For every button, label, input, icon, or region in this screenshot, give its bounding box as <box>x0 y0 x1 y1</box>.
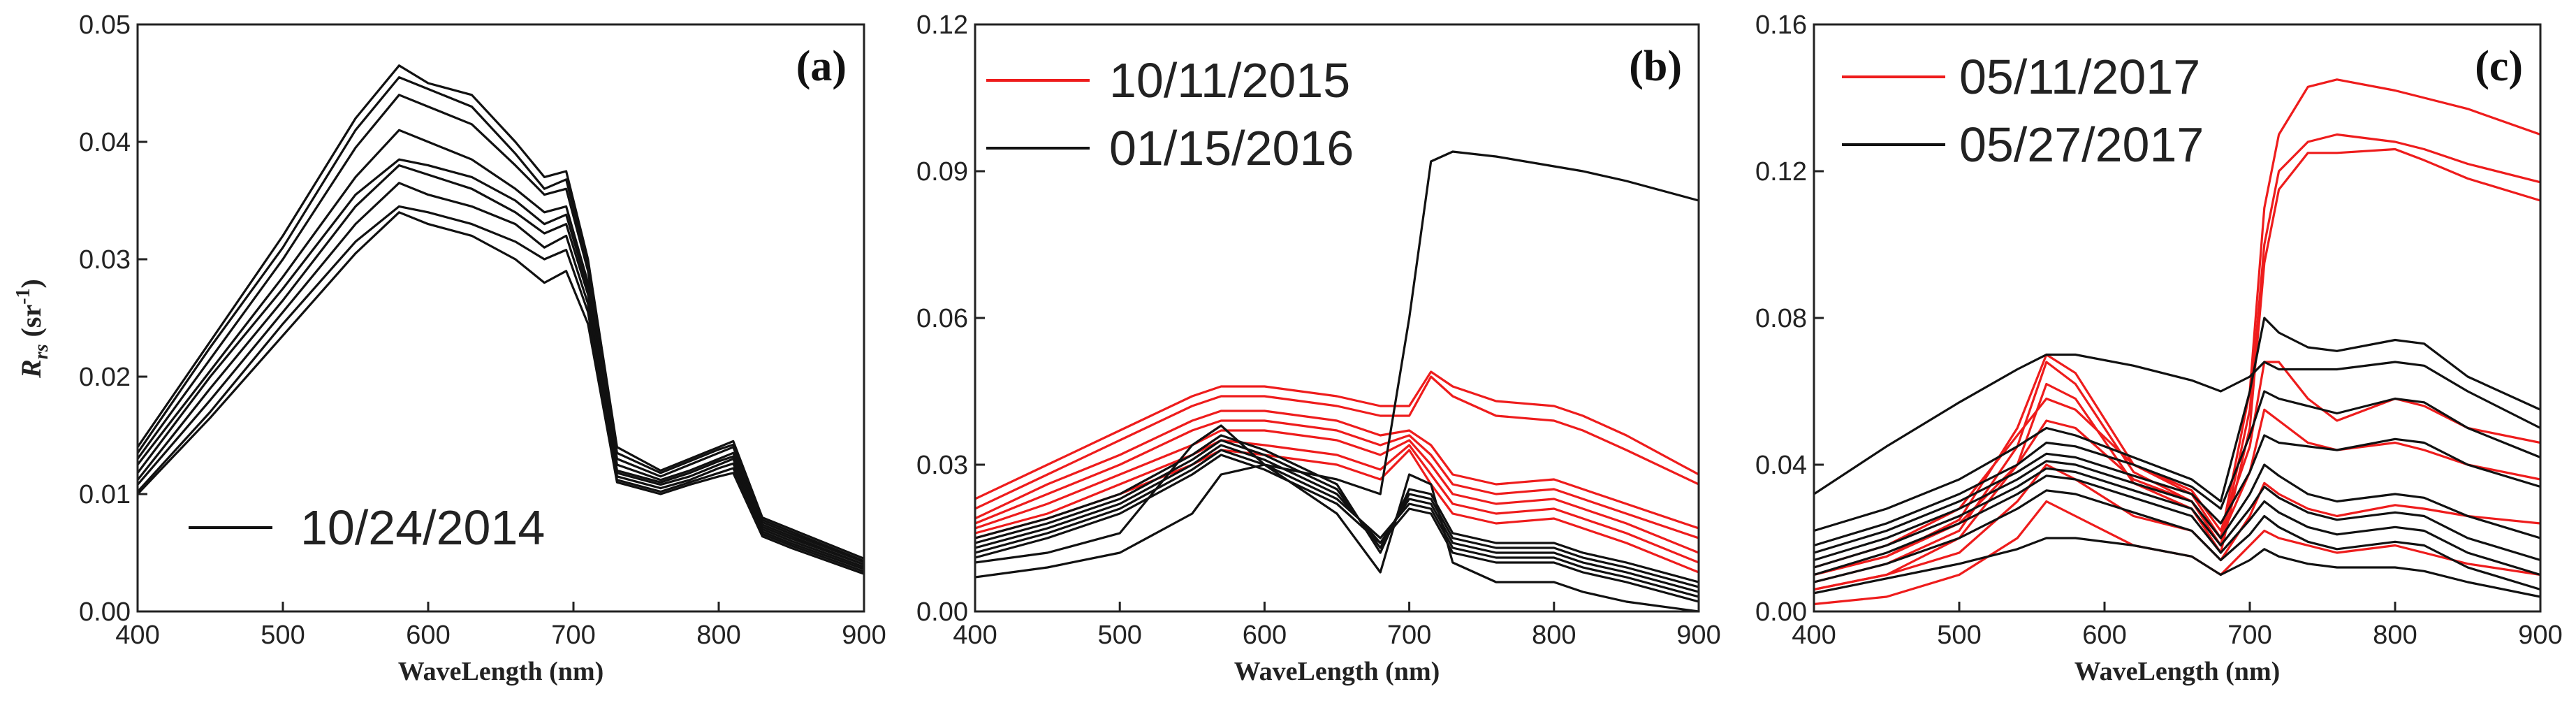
series-line-1 <box>975 375 1699 510</box>
x-tick-label: 400 <box>953 621 997 650</box>
legend-label: 05/27/2017 <box>1959 117 2204 172</box>
series-line-2 <box>975 410 1699 530</box>
series-line-10 <box>1814 434 2540 554</box>
series-line-8 <box>138 211 864 575</box>
chart-panel-a: 400 500 600 700 800 900 0.00 0.01 0.02 0.03 0.04 0.… <box>79 10 886 686</box>
x-tick-label: 800 <box>2373 621 2417 650</box>
y-tick-label: 0.06 <box>916 304 968 333</box>
y-tick-label: 0.00 <box>916 597 968 627</box>
series-line-13 <box>975 424 1699 611</box>
legend-label: 01/15/2016 <box>1109 121 1354 175</box>
y-axis-label-main: R <box>15 359 47 379</box>
plot-frame <box>136 23 865 613</box>
series-group <box>138 64 864 575</box>
series-line-0 <box>138 64 864 560</box>
y-tick-label: 0.12 <box>1755 157 1807 187</box>
x-tick-label: 600 <box>1243 621 1287 650</box>
series-line-6 <box>1814 500 2540 606</box>
series-line-13 <box>1814 474 2540 577</box>
series-line-7 <box>138 205 864 573</box>
series-line-15 <box>1814 537 2540 598</box>
y-tick-label: 0.00 <box>1755 597 1807 627</box>
x-tick-label: 900 <box>2518 621 2562 650</box>
x-tick-label: 700 <box>1387 621 1431 650</box>
series-line-1 <box>138 75 864 563</box>
series-line-11 <box>1814 460 2540 562</box>
series-line-12 <box>975 454 1699 603</box>
series-line-2 <box>138 94 864 564</box>
y-tick-label: 0.05 <box>79 10 131 40</box>
x-tick-label: 700 <box>2227 621 2271 650</box>
y-axis-label-sub: rs <box>31 344 52 359</box>
chart-panel-b: 400 500 600 700 800 900 0.00 0.03 0.06 0.09 0.12 Wa… <box>916 10 1721 686</box>
y-tick-label: 0.00 <box>79 597 131 627</box>
x-tick-label: 500 <box>1937 621 1981 650</box>
plot-frame <box>974 23 1700 613</box>
series-line-3 <box>138 129 864 566</box>
series-line-7 <box>975 150 1699 579</box>
x-axis-title: WaveLength (nm) <box>2074 657 2281 686</box>
series-line-9 <box>1814 390 2540 547</box>
y-axis-label-close: ) <box>15 279 47 288</box>
x-tick-label: 500 <box>261 621 305 650</box>
x-tick-label: 500 <box>1097 621 1141 650</box>
x-tick-label: 600 <box>406 621 450 650</box>
series-line-14 <box>1814 489 2540 591</box>
x-tick-label: 800 <box>696 621 740 650</box>
series-group <box>1814 78 2540 606</box>
x-axis-title: WaveLength (nm) <box>1234 657 1440 686</box>
y-tick-label: 0.01 <box>79 480 131 509</box>
series-line-6 <box>138 182 864 571</box>
x-tick-label: 700 <box>551 621 595 650</box>
series-line-4 <box>1814 408 2540 577</box>
y-tick-label: 0.04 <box>79 128 131 157</box>
series-line-4 <box>138 158 864 566</box>
x-tick-label: 900 <box>1676 621 1720 650</box>
x-tick-label: 600 <box>2082 621 2126 650</box>
y-tick-label: 0.03 <box>916 451 968 480</box>
series-line-4 <box>975 429 1699 554</box>
y-tick-label: 0.12 <box>916 10 968 40</box>
y-tick-label: 0.02 <box>79 363 131 392</box>
y-tick-label: 0.09 <box>916 157 968 187</box>
y-tick-label: 0.16 <box>1755 10 1807 40</box>
legend-label: 10/11/2015 <box>1109 53 1350 108</box>
y-tick-label: 0.03 <box>79 245 131 275</box>
y-axis-label-unit: (sr <box>15 305 47 345</box>
y-tick-label: 0.04 <box>1755 451 1807 480</box>
series-line-5 <box>975 439 1699 564</box>
panels: 400 500 600 700 800 900 0.00 0.01 0.02 0.03 0.04 0.… <box>79 10 2563 686</box>
series-line-0 <box>1814 78 2540 577</box>
y-axis-label: Rrs (sr-1) <box>13 279 52 379</box>
chart-panel-c: 400 500 600 700 800 900 0.00 0.04 0.08 0.12 0.16 Wa… <box>1755 10 2563 686</box>
series-line-12 <box>1814 467 2540 569</box>
series-line-8 <box>1814 317 2540 532</box>
legend-label: 10/24/2014 <box>300 500 545 555</box>
panel-label: (b) <box>1629 43 1682 90</box>
series-group <box>975 150 1699 611</box>
x-tick-label: 400 <box>1792 621 1836 650</box>
series-line-3 <box>975 419 1699 539</box>
x-tick-label: 800 <box>1532 621 1576 650</box>
x-axis-title: WaveLength (nm) <box>398 657 604 686</box>
x-tick-label: 900 <box>842 621 886 650</box>
series-line-1 <box>1814 133 2540 584</box>
svg-text:Rrs (sr-1): Rrs (sr-1) <box>13 279 52 379</box>
panel-label: (a) <box>796 43 847 90</box>
panel-label: (c) <box>2475 43 2523 90</box>
series-line-5 <box>1814 463 2540 591</box>
y-axis-label-sup: -1 <box>13 288 34 304</box>
legend-label: 05/11/2017 <box>1959 50 2200 104</box>
series-line-3 <box>1814 361 2540 569</box>
x-tick-label: 400 <box>115 621 159 650</box>
series-line-7 <box>1814 353 2540 495</box>
y-tick-label: 0.08 <box>1755 304 1807 333</box>
series-line-5 <box>138 164 864 568</box>
